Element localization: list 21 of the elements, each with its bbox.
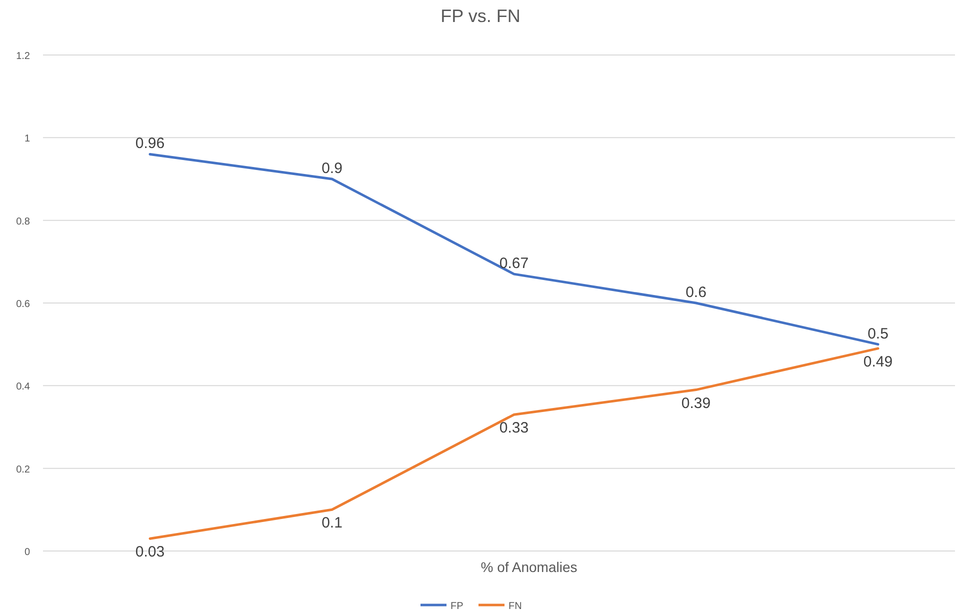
legend-label: FN [508, 601, 522, 612]
x-axis-title: % of Anomalies [480, 559, 578, 575]
data-label: 0.96 [135, 135, 165, 152]
data-label: 0.1 [322, 514, 342, 532]
y-tick-label: 0.4 [16, 382, 30, 393]
y-tick-label: 0 [24, 547, 30, 558]
y-tick-label: 1.2 [16, 51, 30, 62]
y-tick-label: 0.2 [16, 464, 30, 476]
chart-title: FP vs. FN [440, 6, 520, 26]
data-label: 0.5 [868, 325, 888, 342]
data-label: 0.33 [499, 420, 529, 437]
legend-label: FP [450, 601, 464, 612]
data-label: 0.49 [863, 353, 893, 370]
data-label: 0.03 [135, 544, 165, 561]
data-label: 0.67 [499, 255, 529, 272]
data-label: 0.6 [686, 284, 706, 301]
data-label: 0.9 [322, 160, 342, 177]
y-tick-label: 1 [24, 134, 30, 145]
data-label: 0.39 [681, 394, 711, 412]
y-tick-label: 0.6 [16, 299, 30, 310]
y-tick-label: 0.8 [16, 216, 30, 228]
